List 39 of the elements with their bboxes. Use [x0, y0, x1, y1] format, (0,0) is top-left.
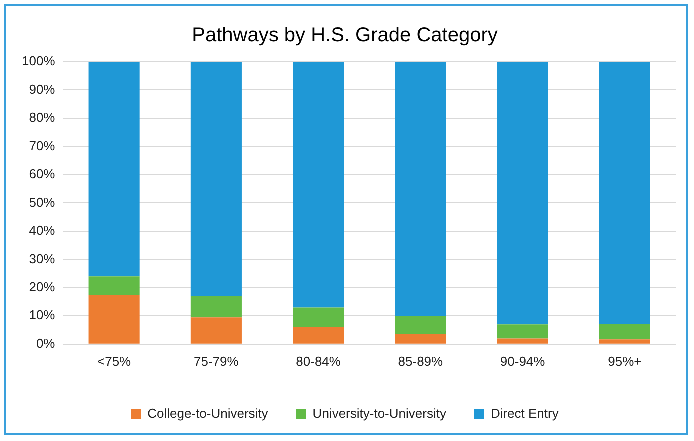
chart-title: Pathways by H.S. Grade Category [192, 24, 498, 47]
y-tick-label: 80% [29, 110, 56, 126]
bar [497, 338, 548, 344]
y-tick-label: 60% [29, 166, 56, 182]
bar [395, 62, 446, 316]
legend-label: University-to-University [312, 406, 447, 422]
bar [599, 62, 650, 324]
bar [599, 324, 650, 340]
bar [88, 62, 140, 277]
bar [497, 324, 548, 339]
bar [88, 294, 140, 344]
legend-label: College-to-University [148, 406, 269, 422]
y-tick-label: 70% [29, 138, 56, 154]
x-tick-label: 90-94% [500, 354, 546, 369]
x-tick-label: 85-89% [398, 354, 444, 369]
x-tick-label: 95%+ [608, 354, 642, 369]
x-tick-label: 75-79% [194, 354, 240, 369]
bar [190, 62, 242, 296]
bar [190, 318, 242, 344]
y-tick-label: 10% [29, 308, 56, 323]
y-tick-label: 20% [29, 280, 56, 294]
y-tick-label: 40% [29, 223, 56, 238]
bar [190, 296, 242, 318]
bar [88, 276, 140, 295]
y-tick-label: 0% [36, 336, 56, 351]
y-tick-label: 30% [29, 251, 56, 266]
y-tick-label: 100% [22, 54, 56, 69]
x-tick-label: 80-84% [296, 354, 342, 369]
legend-label: Direct Entry [490, 406, 560, 422]
bar [293, 62, 344, 308]
bar [497, 62, 548, 325]
bar [293, 327, 344, 344]
bar [599, 340, 650, 344]
y-tick-label: 90% [29, 82, 56, 97]
y-tick-label: 50% [29, 194, 56, 210]
bar [395, 316, 446, 335]
bar [395, 334, 446, 344]
bar [293, 308, 344, 328]
x-tick-label: <75% [98, 354, 132, 369]
